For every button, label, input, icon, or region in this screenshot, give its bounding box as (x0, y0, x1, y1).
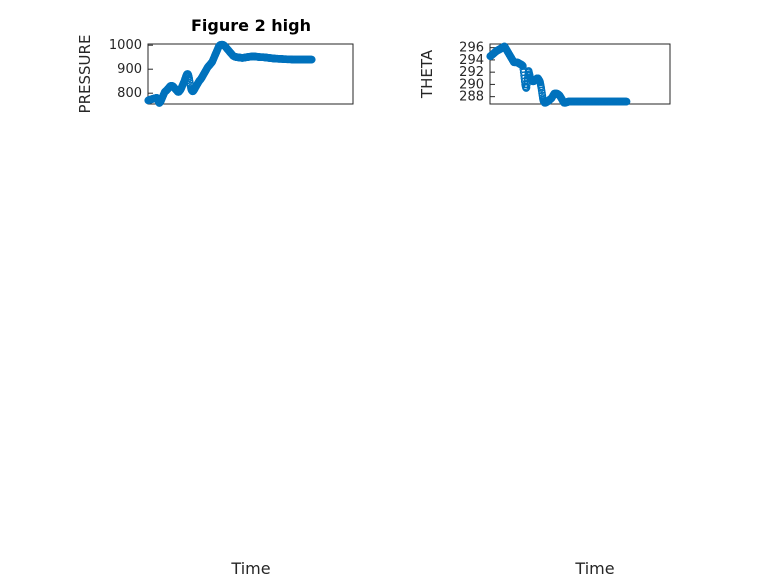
y-tick-label: 294 (459, 53, 484, 68)
data-point (622, 97, 631, 106)
y-tick-label: 296 (459, 41, 484, 56)
subplot-pressure: 800 900 1000 PRESSURE (76, 35, 354, 114)
y-tick-label: 900 (117, 62, 142, 77)
y-tick-label: 288 (459, 90, 484, 105)
x-axis-label-left: Time (230, 559, 270, 578)
y-axis-label: PRESSURE (76, 35, 94, 114)
y-tick-label: 800 (117, 86, 142, 101)
x-axis-label-right: Time (574, 559, 614, 578)
data-point (307, 55, 316, 64)
plot-area (489, 43, 671, 105)
y-tick-label: 290 (459, 77, 484, 92)
y-tick-label: 1000 (109, 38, 142, 53)
y-tick-label: 292 (459, 65, 484, 80)
figure-title: Figure 2 high (191, 16, 311, 35)
y-axis-label: THETA (418, 49, 436, 99)
